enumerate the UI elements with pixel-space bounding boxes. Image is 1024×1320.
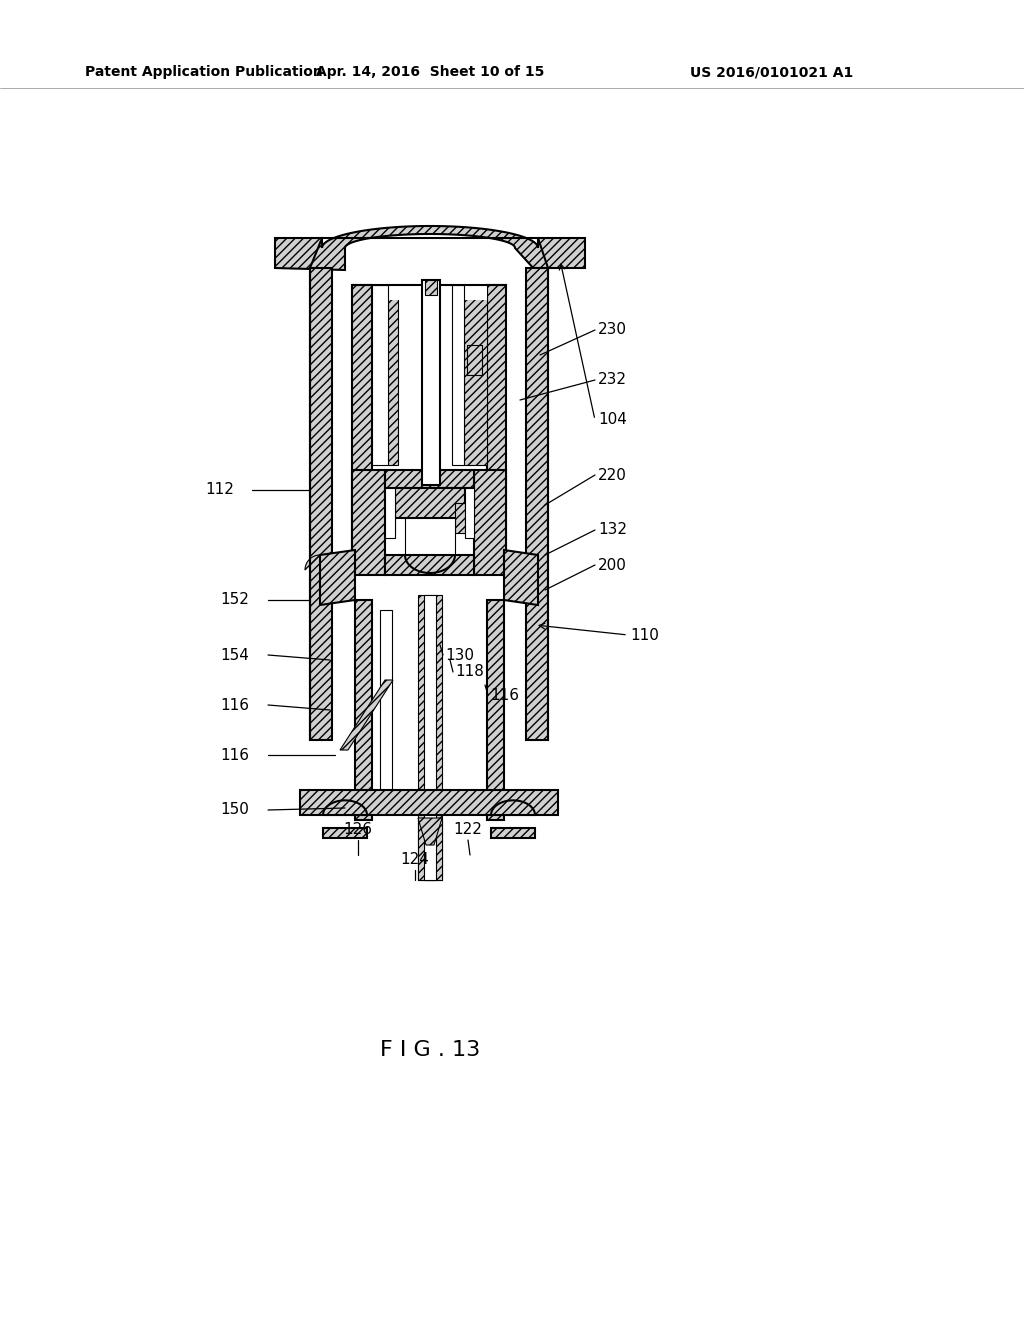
Text: 116: 116 bbox=[220, 747, 249, 763]
Text: 154: 154 bbox=[220, 648, 249, 663]
Text: 126: 126 bbox=[343, 822, 373, 837]
Text: 118: 118 bbox=[455, 664, 484, 680]
Text: 112: 112 bbox=[205, 483, 233, 498]
Polygon shape bbox=[300, 789, 558, 814]
Polygon shape bbox=[385, 488, 395, 539]
Polygon shape bbox=[487, 601, 504, 820]
Text: F I G . 13: F I G . 13 bbox=[380, 1040, 480, 1060]
Polygon shape bbox=[395, 488, 465, 517]
Polygon shape bbox=[275, 226, 585, 271]
Polygon shape bbox=[490, 828, 535, 838]
Polygon shape bbox=[406, 517, 455, 554]
Polygon shape bbox=[388, 285, 398, 465]
Polygon shape bbox=[464, 285, 487, 465]
Polygon shape bbox=[355, 601, 372, 820]
Polygon shape bbox=[418, 818, 442, 845]
Text: Apr. 14, 2016  Sheet 10 of 15: Apr. 14, 2016 Sheet 10 of 15 bbox=[315, 65, 544, 79]
Polygon shape bbox=[380, 610, 392, 789]
Text: 130: 130 bbox=[445, 648, 474, 663]
Polygon shape bbox=[385, 503, 395, 533]
Text: 116: 116 bbox=[490, 688, 519, 702]
Text: 200: 200 bbox=[598, 557, 627, 573]
Polygon shape bbox=[467, 345, 482, 375]
Text: 122: 122 bbox=[454, 822, 482, 837]
Polygon shape bbox=[455, 503, 465, 533]
Polygon shape bbox=[424, 820, 436, 880]
Polygon shape bbox=[385, 554, 474, 576]
Text: 230: 230 bbox=[598, 322, 627, 338]
Text: 132: 132 bbox=[598, 523, 627, 537]
Polygon shape bbox=[310, 268, 332, 741]
Polygon shape bbox=[424, 595, 436, 880]
Polygon shape bbox=[406, 554, 455, 573]
Polygon shape bbox=[352, 470, 385, 576]
Polygon shape bbox=[487, 285, 506, 560]
Text: US 2016/0101021 A1: US 2016/0101021 A1 bbox=[690, 65, 853, 79]
Text: 104: 104 bbox=[598, 412, 627, 428]
Text: 232: 232 bbox=[598, 372, 627, 388]
Text: 124: 124 bbox=[400, 853, 429, 867]
Polygon shape bbox=[323, 828, 367, 838]
Polygon shape bbox=[385, 470, 474, 488]
Text: 110: 110 bbox=[630, 627, 658, 643]
Polygon shape bbox=[418, 595, 442, 880]
Polygon shape bbox=[305, 554, 319, 570]
Polygon shape bbox=[323, 800, 367, 814]
Polygon shape bbox=[422, 280, 440, 484]
Text: Patent Application Publication: Patent Application Publication bbox=[85, 65, 323, 79]
Polygon shape bbox=[465, 488, 474, 539]
Text: 152: 152 bbox=[220, 593, 249, 607]
Polygon shape bbox=[372, 285, 388, 465]
Polygon shape bbox=[526, 268, 548, 741]
Polygon shape bbox=[319, 550, 355, 605]
Text: 220: 220 bbox=[598, 467, 627, 483]
Polygon shape bbox=[372, 285, 388, 465]
Text: 150: 150 bbox=[220, 803, 249, 817]
Polygon shape bbox=[504, 550, 538, 605]
Polygon shape bbox=[340, 680, 393, 750]
Polygon shape bbox=[418, 820, 442, 880]
Polygon shape bbox=[474, 470, 506, 576]
Text: 116: 116 bbox=[220, 697, 249, 713]
Polygon shape bbox=[352, 285, 372, 560]
Polygon shape bbox=[490, 800, 535, 814]
Polygon shape bbox=[372, 285, 487, 300]
Polygon shape bbox=[425, 280, 437, 294]
Polygon shape bbox=[452, 285, 464, 465]
